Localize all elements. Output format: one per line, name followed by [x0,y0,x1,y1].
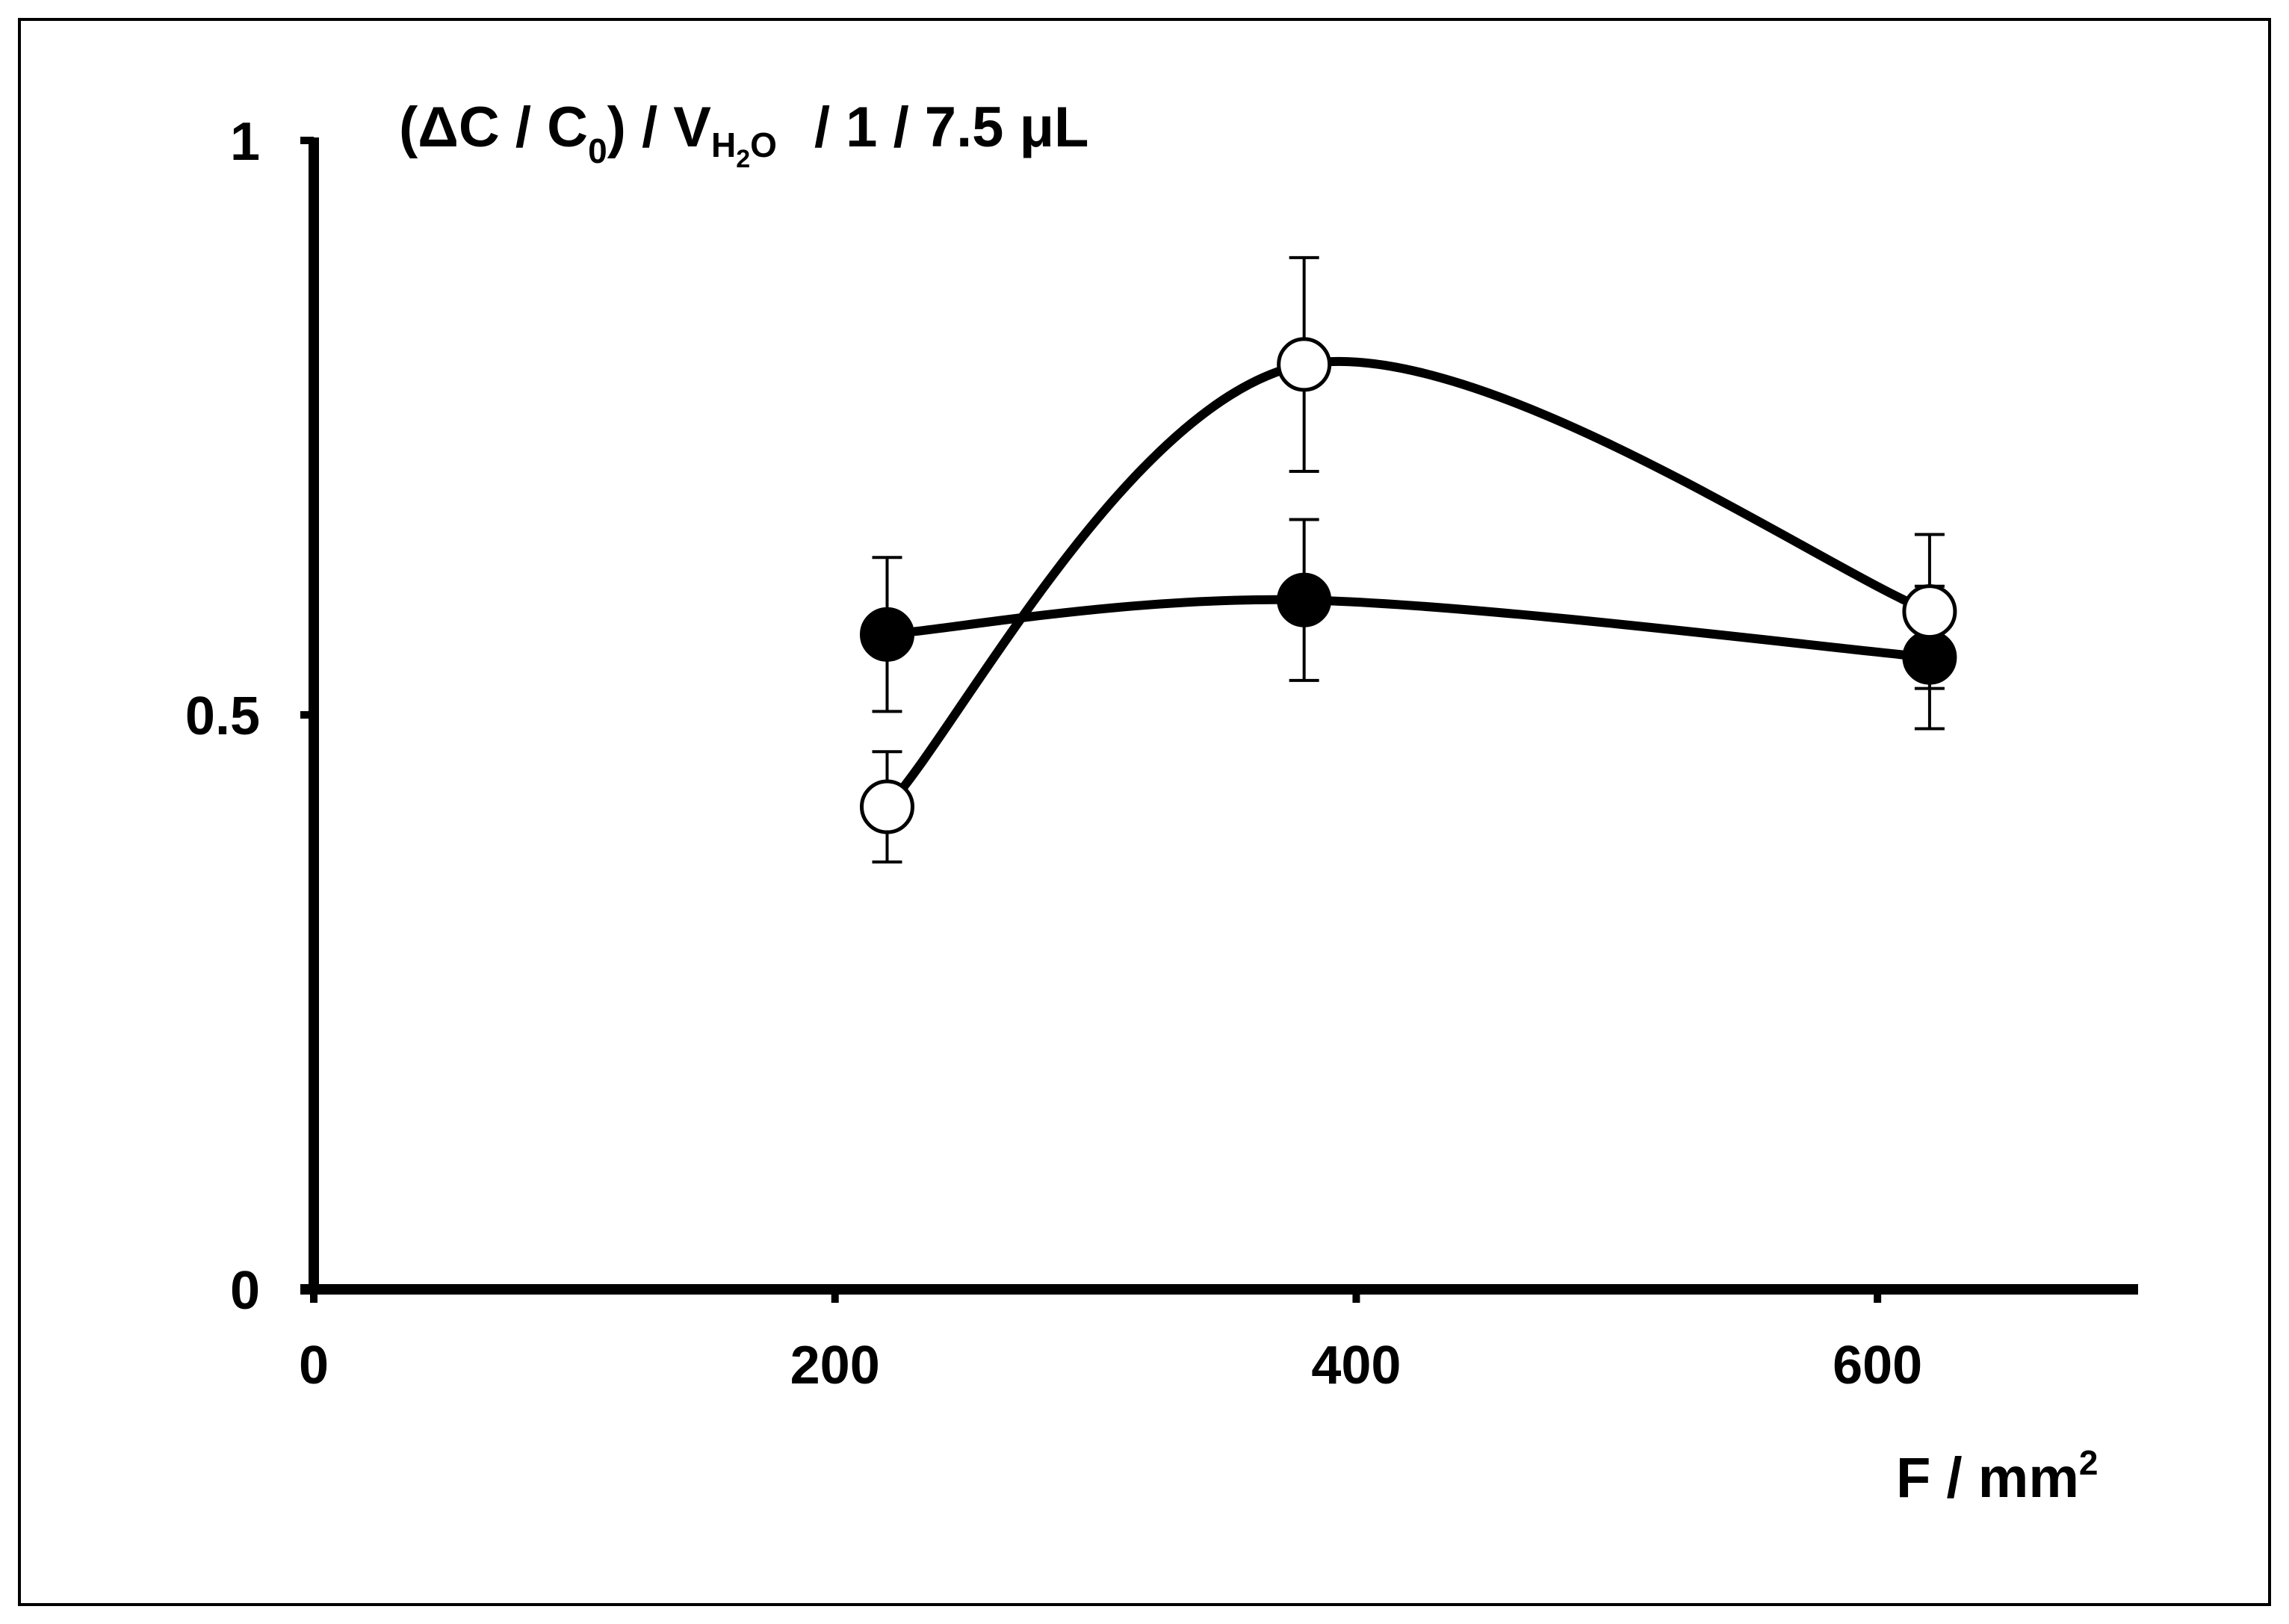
x-tick-label: 0 [299,1336,329,1395]
y-tick-label: 0 [230,1261,260,1321]
axes [300,137,2138,1295]
figure-frame [18,18,2271,1606]
y-axis-label: (ΔC / C0) / VH2O/ 1 / 7.5 μL [399,96,1088,173]
x-axis-label: F / mm2 [1896,1443,2098,1510]
series-line [886,595,1930,663]
series-line [884,356,1932,811]
x-tick-label: 600 [1833,1336,1922,1395]
data-point-filled [859,607,914,662]
data-point-open [859,779,914,834]
ticks: 0 0.5 1 0 200 400 600 [185,112,1922,1395]
data-point-filled [1902,630,1957,685]
series [859,255,1957,864]
y-tick-label: 1 [230,112,260,172]
data-point-open [1277,337,1332,392]
x-tick-label: 400 [1311,1336,1401,1395]
x-tick-label: 200 [790,1336,880,1395]
data-point-filled [1277,572,1332,627]
y-tick-label: 0.5 [185,687,260,746]
data-point-open [1902,584,1957,639]
